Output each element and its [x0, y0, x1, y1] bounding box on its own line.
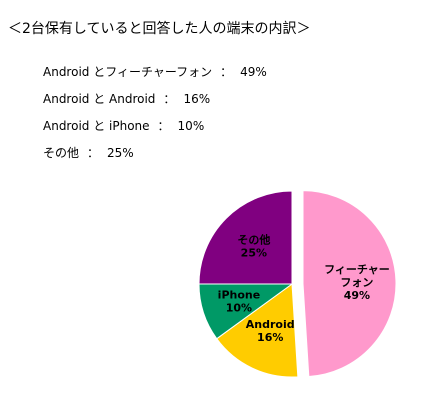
- breakdown-value: 49%: [240, 65, 267, 79]
- breakdown-separator: ：: [157, 119, 170, 133]
- pie-slice-value: 25%: [241, 246, 267, 259]
- pie-slice-value: 49%: [344, 289, 370, 302]
- breakdown-label: Android と iPhone: [43, 119, 150, 133]
- breakdown-separator: ：: [220, 65, 233, 79]
- pie-slice-name: その他: [237, 232, 270, 246]
- pie-slice-value: 16%: [257, 331, 283, 344]
- page-title: ＜2台保有していると回答した人の端末の内訳＞: [8, 21, 311, 37]
- breakdown-label: Android と Android: [43, 92, 156, 106]
- breakdown-value: 16%: [183, 92, 211, 106]
- breakdown-item: Android と iPhone ： 10%: [43, 118, 267, 135]
- pie-slice-name: フィーチャー: [324, 263, 390, 276]
- breakdown-separator: ：: [163, 92, 176, 106]
- breakdown-separator: ：: [87, 146, 100, 160]
- pie-slice: [198, 190, 293, 285]
- breakdown-value: 25%: [107, 146, 134, 160]
- breakdown-label: Android とフィーチャーフォン: [43, 65, 213, 79]
- pie-slice-value: 10%: [226, 302, 252, 315]
- pie-slice-label: その他 25%: [237, 232, 270, 259]
- pie-slice-name: フォン: [340, 276, 373, 289]
- breakdown-list: Android とフィーチャーフォン ： 49% Android と Android…: [43, 64, 267, 172]
- breakdown-item: Android とフィーチャーフォン ： 49%: [43, 64, 267, 81]
- pie-slice-label: Android 16%: [246, 318, 295, 344]
- breakdown-item: その他 ： 25%: [43, 145, 267, 162]
- pie-slice-label: iPhone 10%: [218, 289, 261, 315]
- pie-slice-name: iPhone: [218, 289, 261, 302]
- breakdown-item: Android と Android ： 16%: [43, 91, 267, 108]
- pie-slice-label: フィーチャーフォン 49%: [324, 263, 390, 302]
- pie-slice: [302, 190, 397, 378]
- pie-chart: フィーチャーフォン 49% Android 16% iPhone 10% その他 25%: [198, 190, 397, 378]
- pie-slice-name: Android: [246, 318, 295, 331]
- pie-slice: [216, 283, 299, 378]
- breakdown-value: 10%: [177, 119, 205, 133]
- breakdown-label: その他: [43, 146, 80, 160]
